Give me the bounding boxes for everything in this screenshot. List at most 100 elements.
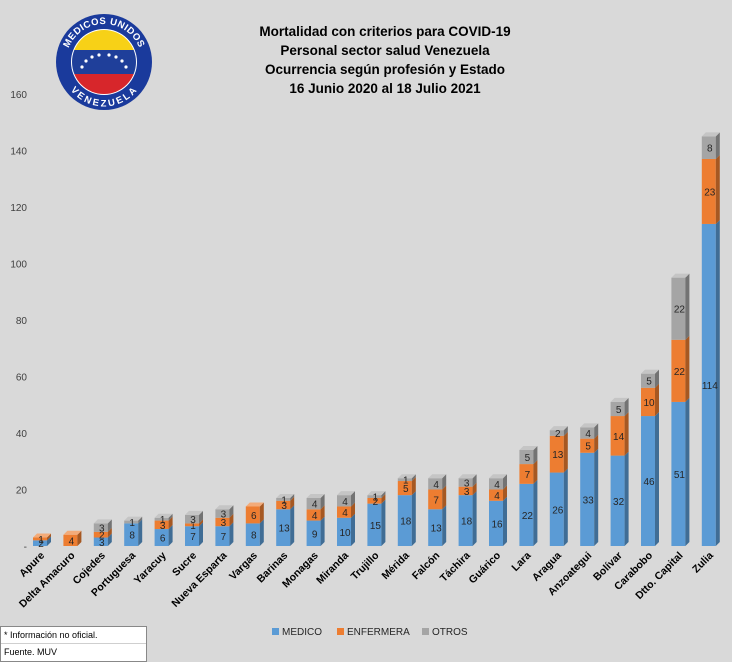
bar-front bbox=[701, 223, 716, 546]
y-tick-label: 40 bbox=[16, 429, 28, 440]
bar-segment-enfermera: 10 bbox=[641, 383, 659, 417]
data-label: 5 bbox=[616, 405, 622, 416]
data-label: 1 bbox=[190, 521, 196, 532]
bar-segment-medico: 114 bbox=[701, 219, 720, 546]
bar-segment-otros: 4 bbox=[580, 423, 599, 440]
bar-front bbox=[154, 517, 169, 521]
bar-front bbox=[276, 497, 291, 501]
bar-side bbox=[168, 513, 173, 521]
bar-segment-medico: 16 bbox=[489, 496, 507, 546]
bar-segment-medico: 8 bbox=[245, 519, 264, 546]
category-label: Guárico bbox=[467, 550, 504, 587]
bar-side bbox=[533, 460, 538, 484]
bar-side bbox=[168, 525, 173, 546]
bar-front bbox=[185, 526, 199, 546]
data-label: 6 bbox=[160, 534, 166, 545]
bar-side bbox=[320, 493, 325, 510]
bar-side bbox=[290, 505, 295, 546]
bar-side bbox=[594, 423, 599, 439]
bar-front bbox=[489, 489, 503, 501]
bar-segment-otros: 5 bbox=[641, 369, 659, 388]
bar-side bbox=[199, 522, 203, 546]
bar-front bbox=[185, 514, 199, 524]
data-label: 1 bbox=[129, 518, 135, 529]
bar-side bbox=[47, 533, 51, 541]
bar-front bbox=[397, 495, 412, 546]
bar-segment-medico: 13 bbox=[276, 505, 295, 546]
bars: 21 4 3238163171373386133194410441521185113… bbox=[33, 132, 720, 550]
bar-front bbox=[215, 526, 230, 546]
data-label: 7 bbox=[221, 532, 227, 543]
bar-side bbox=[107, 533, 112, 546]
title-line-4: 16 Junio 2020 al 18 Julio 2021 bbox=[289, 81, 481, 96]
bar-front bbox=[641, 387, 655, 417]
title-line-1: Mortalidad con criterios para COVID-19 bbox=[259, 24, 511, 39]
bar-front bbox=[367, 495, 382, 498]
bar-segment-medico: 7 bbox=[185, 522, 203, 546]
bar-side bbox=[411, 474, 416, 482]
bar-segment-enfermera: 3 bbox=[276, 496, 295, 512]
bar-front bbox=[337, 495, 351, 507]
bar-side bbox=[259, 519, 264, 546]
bar-segment-enfermera: 4 bbox=[63, 530, 82, 547]
bar-segment-medico: 10 bbox=[337, 513, 355, 546]
bar-segment-enfermera: 2 bbox=[93, 527, 112, 542]
bar-side bbox=[411, 477, 416, 496]
y-tick-label: 140 bbox=[10, 147, 27, 158]
category-label: Yaracuy bbox=[132, 550, 169, 587]
bar-front bbox=[610, 401, 625, 417]
bar-front bbox=[215, 509, 230, 518]
bar-side bbox=[381, 491, 386, 498]
category-label: Mérida bbox=[380, 550, 413, 583]
data-label: 32 bbox=[613, 497, 625, 508]
bar-front bbox=[397, 478, 412, 482]
bar-side bbox=[199, 510, 203, 524]
bar-side bbox=[685, 273, 690, 340]
bar-segment-otros: 5 bbox=[519, 445, 538, 465]
bar-front bbox=[428, 489, 443, 510]
note-unofficial: * Información no oficial. bbox=[4, 630, 98, 640]
bar-segment-otros: 3 bbox=[458, 474, 477, 489]
bar-side bbox=[563, 468, 568, 546]
logo-flag bbox=[72, 30, 136, 94]
bar-front bbox=[245, 523, 260, 546]
data-label: 4 bbox=[494, 480, 500, 491]
bar-front bbox=[306, 497, 321, 510]
bar-segment-otros: 3 bbox=[93, 519, 112, 535]
bar-front bbox=[610, 455, 625, 546]
bar-side bbox=[381, 493, 386, 504]
data-label: 14 bbox=[613, 432, 625, 443]
data-label: 1 bbox=[403, 476, 409, 487]
data-label: 3 bbox=[99, 524, 105, 535]
bar-segment-medico: 15 bbox=[367, 499, 386, 546]
data-label: 3 bbox=[281, 501, 287, 512]
bar-front bbox=[124, 523, 139, 546]
notes-box: * Información no oficial. Fuente. MUV bbox=[0, 626, 147, 662]
bar-top bbox=[397, 474, 416, 479]
data-label: 3 bbox=[160, 521, 166, 532]
bar-segment-enfermera: 22 bbox=[671, 335, 690, 402]
note-source: Fuente. MUV bbox=[1, 643, 146, 660]
legend-item-otros: OTROS bbox=[422, 627, 468, 638]
bar-top bbox=[245, 502, 264, 507]
data-label: 1 bbox=[281, 495, 287, 506]
data-label: 6 bbox=[251, 511, 257, 522]
bar-side bbox=[563, 426, 568, 436]
data-label: 13 bbox=[279, 524, 291, 535]
legend-item-enfermera: ENFERMERA bbox=[337, 627, 410, 638]
bar-side bbox=[229, 505, 234, 518]
bar-front bbox=[549, 472, 564, 546]
bar-side bbox=[442, 485, 447, 510]
bar-front bbox=[93, 537, 108, 546]
bar-segment-enfermera: 3 bbox=[154, 516, 173, 532]
category-label: Delta Amacuro bbox=[17, 550, 78, 611]
category-label: Miranda bbox=[314, 550, 351, 587]
bar-side bbox=[351, 513, 355, 546]
bar-side bbox=[685, 335, 690, 402]
bar-front bbox=[519, 483, 534, 546]
bar-side bbox=[715, 154, 720, 224]
title-line-2: Personal sector salud Venezuela bbox=[280, 43, 490, 58]
bar-front bbox=[276, 500, 291, 510]
bar-front bbox=[519, 464, 534, 484]
bar-front bbox=[33, 537, 47, 541]
